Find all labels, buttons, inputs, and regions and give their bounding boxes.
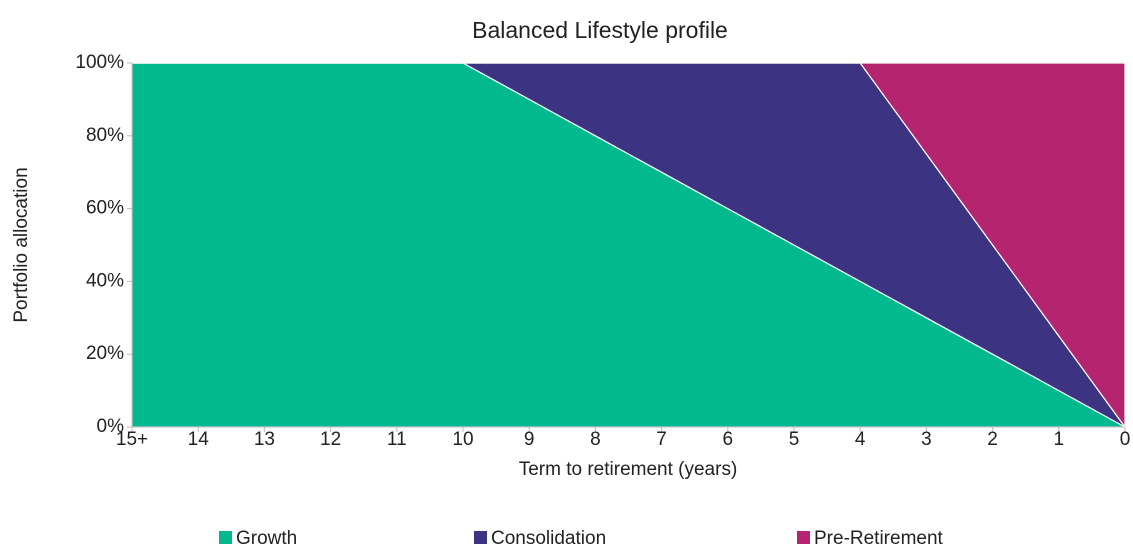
y-tick-label: 20% [86,343,124,364]
x-tick-label: 13 [254,429,275,450]
y-tick-label: 40% [86,270,124,291]
y-tick-label: 100% [75,52,124,73]
legend-label: Consolidation [491,528,606,549]
x-tick-label: 5 [789,429,800,450]
x-tick-label: 12 [320,429,341,450]
x-tick-label: 6 [723,429,734,450]
legend-swatch [797,531,810,544]
y-tick-label: 80% [86,125,124,146]
y-axis-title: Portfolio allocation [11,167,32,322]
x-tick-label: 9 [524,429,535,450]
legend-swatch [474,531,487,544]
chart-title: Balanced Lifestyle profile [472,17,728,43]
x-tick-label: 15+ [116,429,148,450]
y-tick-label: 0% [97,416,125,437]
legend-label: Pre-Retirement [814,528,944,549]
x-tick-label: 4 [855,429,866,450]
x-tick-label: 2 [987,429,998,450]
x-tick-label: 3 [921,429,932,450]
x-tick-label: 10 [452,429,473,450]
area [132,62,1126,429]
x-tick-label: 0 [1120,429,1131,450]
x-axis-title: Term to retirement (years) [519,459,738,480]
x-tick-label: 7 [656,429,667,450]
x-tick-label: 11 [387,429,407,450]
y-tick-label: 60% [86,198,124,219]
x-tick-label: 1 [1054,429,1065,450]
x-tick-label: 14 [188,429,210,450]
legend-label: Growth [236,528,297,549]
x-tick-label: 8 [590,429,601,450]
legend-swatch [219,531,232,544]
